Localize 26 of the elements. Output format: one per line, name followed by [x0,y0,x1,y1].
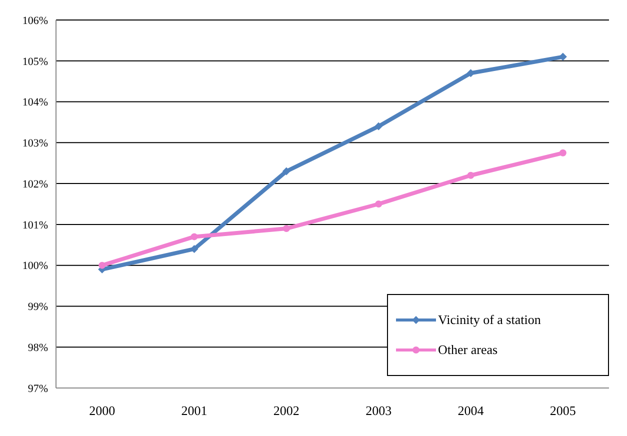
x-tick-label: 2005 [550,403,576,418]
y-tick-label: 103% [22,138,48,150]
point [190,233,198,240]
x-tick-label: 2000 [89,403,116,418]
y-tick-label: 101% [22,219,48,232]
point [467,172,474,179]
point [282,225,290,232]
y-tick-label: 98% [28,342,48,354]
y-tick-label: 106% [22,14,48,27]
y-tick-label: 100% [22,260,48,272]
y-tick-label: 104% [22,96,48,109]
point [559,149,566,156]
point [375,200,382,208]
x-tick-label: 2003 [366,403,392,418]
y-tick-label: 99% [28,301,48,314]
x-tick-label: 2004 [458,403,484,418]
legend-label: Vicinity of a station [438,311,541,329]
point [98,262,106,269]
y-tick-label: 105% [22,56,48,68]
x-tick-label: 2001 [181,403,208,418]
y-tick-label: 102% [22,178,48,190]
x-tick-label: 2002 [273,403,300,418]
point [374,122,383,130]
y-tick-label: 97% [28,382,48,395]
point [282,167,290,176]
legend-label: Other areas [438,341,498,359]
